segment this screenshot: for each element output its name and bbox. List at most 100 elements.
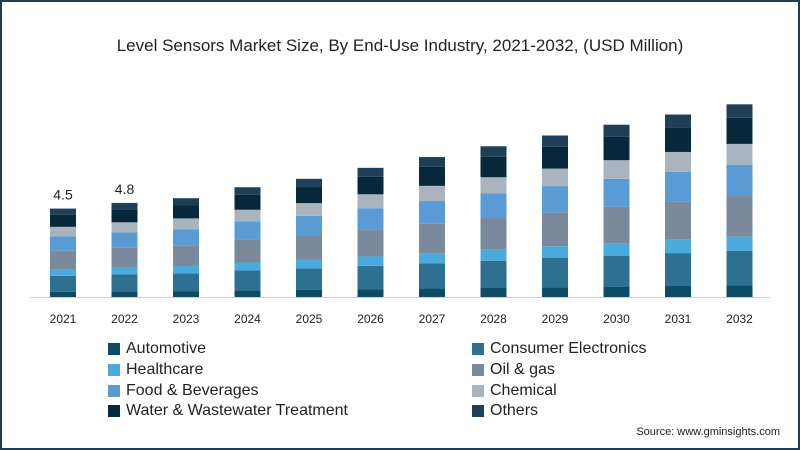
x-tick-label: 2024 <box>234 312 261 326</box>
bar-segment-2025-automotive <box>296 289 322 297</box>
bar-segment-2025-food-beverages <box>296 215 322 236</box>
bar-segment-2024-chemical <box>234 209 261 222</box>
bar-segment-2022-oil-gas <box>111 247 138 268</box>
bar-segment-2028-others <box>480 146 507 157</box>
legend-item: Water & Wastewater Treatment <box>108 402 348 420</box>
bar-segment-2031-automotive <box>665 286 691 297</box>
bar-segment-2030-chemical <box>603 160 630 179</box>
bar-segment-2031-water-wastewater-treatment <box>665 127 691 152</box>
bar-segment-2027-food-beverages <box>419 200 445 224</box>
bar-segment-2032-water-wastewater-treatment <box>726 117 753 144</box>
bar-segment-2028-food-beverages <box>480 193 507 219</box>
bar-segment-2027-oil-gas <box>419 223 445 254</box>
bar-segment-2023-healthcare <box>173 266 199 274</box>
legend-item: Automotive <box>108 340 206 358</box>
bar-segment-2023-automotive <box>173 291 199 297</box>
legend-swatch <box>108 405 120 418</box>
x-tick-label: 2023 <box>173 312 200 326</box>
bar-segment-2024-water-wastewater-treatment <box>234 194 261 210</box>
legend-item: Healthcare <box>108 361 203 379</box>
bar-segment-2031-oil-gas <box>665 201 691 240</box>
bar-segment-2028-healthcare <box>480 249 507 261</box>
bar-segment-2029-healthcare <box>542 246 568 258</box>
bar-segment-2029-oil-gas <box>542 212 568 247</box>
bar-segment-2025-oil-gas <box>296 235 322 260</box>
x-tick-label: 2032 <box>726 312 753 326</box>
bar-segment-2022-healthcare <box>111 267 138 275</box>
bar-segment-2027-automotive <box>419 288 445 297</box>
legend-swatch <box>108 384 120 397</box>
x-tick-label: 2031 <box>665 312 692 326</box>
bar-segment-2026-healthcare <box>357 256 384 266</box>
bar-segment-2028-water-wastewater-treatment <box>480 156 507 178</box>
bar-segment-2028-oil-gas <box>480 218 507 250</box>
bar-segment-2030-food-beverages <box>603 178 630 207</box>
bar-segment-2023-consumer-electronics <box>173 273 199 292</box>
bar-segment-2028-consumer-electronics <box>480 260 507 288</box>
bar-segment-2024-food-beverages <box>234 221 261 240</box>
bar-segment-2032-consumer-electronics <box>726 250 753 286</box>
bar-segment-2026-food-beverages <box>357 208 384 230</box>
x-tick-label: 2021 <box>50 312 77 326</box>
legend-item: Oil & gas <box>472 361 555 379</box>
legend-label: Chemical <box>490 381 557 399</box>
legend-label: Consumer Electronics <box>490 340 647 357</box>
bar-segment-2031-healthcare <box>665 239 691 254</box>
bar-segment-2031-consumer-electronics <box>665 253 691 287</box>
x-tick-label: 2026 <box>357 312 384 326</box>
legend-swatch <box>108 363 120 376</box>
bar-segment-2029-food-beverages <box>542 186 568 213</box>
bar-segment-2026-chemical <box>357 194 384 209</box>
bar-segment-2022-food-beverages <box>111 232 138 248</box>
legend-item: Food & Beverages <box>108 382 259 400</box>
bar-segment-2026-automotive <box>357 289 384 297</box>
bar-segment-2022-others <box>111 202 138 210</box>
bar-segment-2029-chemical <box>542 168 568 187</box>
x-tick-label: 2027 <box>419 312 446 326</box>
bar-segment-2027-water-wastewater-treatment <box>419 166 445 186</box>
bar-segment-2025-chemical <box>296 203 322 216</box>
bar-segment-2030-water-wastewater-treatment <box>603 136 630 161</box>
bar-segment-2021-water-wastewater-treatment <box>50 214 76 227</box>
bar-segment-2024-automotive <box>234 290 261 297</box>
bar-segment-2028-automotive <box>480 287 507 297</box>
bar-segment-2024-consumer-electronics <box>234 270 261 291</box>
bar-segment-2024-healthcare <box>234 262 261 271</box>
bar-segment-2027-others <box>419 157 445 167</box>
bar-segment-2030-others <box>603 124 630 137</box>
x-tick-label: 2030 <box>603 312 630 326</box>
bar-segment-2031-food-beverages <box>665 171 691 202</box>
legend-swatch <box>472 384 484 397</box>
bar-segment-2023-others <box>173 198 199 206</box>
legend-label: Oil & gas <box>490 360 555 378</box>
bar-segment-2027-chemical <box>419 185 445 201</box>
legend-label: Water & Wastewater Treatment <box>126 402 348 420</box>
bar-segment-2021-oil-gas <box>50 250 76 270</box>
bar-segment-2030-automotive <box>603 286 630 297</box>
bar-segment-2026-water-wastewater-treatment <box>357 176 384 195</box>
legend-swatch <box>472 343 484 355</box>
bar-segment-2026-oil-gas <box>357 229 384 257</box>
bar-segment-2021-others <box>50 208 76 215</box>
bar-segment-2025-healthcare <box>296 259 322 269</box>
bar-segment-2029-consumer-electronics <box>542 257 568 288</box>
bar-segment-2023-chemical <box>173 218 199 230</box>
bar-segment-2022-water-wastewater-treatment <box>111 209 138 223</box>
x-tick-label: 2029 <box>542 312 569 326</box>
bar-segment-2032-oil-gas <box>726 196 753 237</box>
bar-segment-2030-oil-gas <box>603 206 630 244</box>
legend-swatch <box>472 405 484 418</box>
bar-segment-2024-others <box>234 187 261 195</box>
bar-segment-2027-healthcare <box>419 253 445 264</box>
bar-segment-2029-automotive <box>542 287 568 297</box>
bar-segment-2031-others <box>665 114 691 128</box>
bar-segment-2021-consumer-electronics <box>50 275 76 292</box>
legend-label: Others <box>490 402 539 420</box>
bar-segment-2025-others <box>296 178 322 188</box>
legend-label: Automotive <box>126 340 207 357</box>
bar-segment-2029-water-wastewater-treatment <box>542 146 568 169</box>
x-tick-label: 2022 <box>111 312 138 326</box>
bar-segment-2024-oil-gas <box>234 239 261 263</box>
